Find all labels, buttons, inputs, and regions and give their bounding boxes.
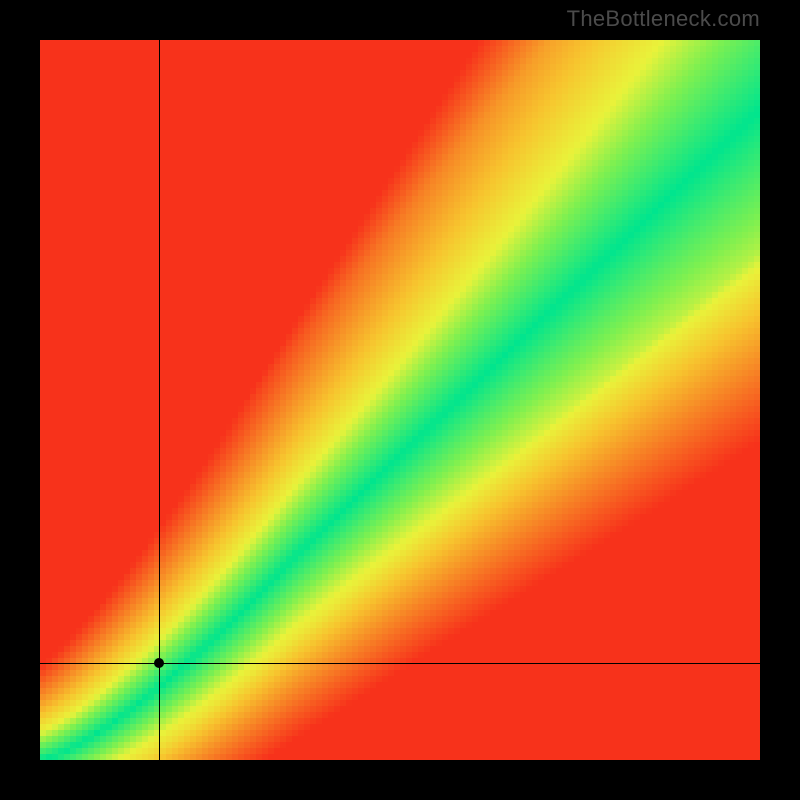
marker-crosshair-vertical <box>159 40 160 760</box>
marker-dot <box>154 658 164 668</box>
watermark-text: TheBottleneck.com <box>567 6 760 32</box>
heatmap-canvas <box>40 40 760 760</box>
heatmap-plot <box>40 40 760 760</box>
marker-crosshair-horizontal <box>40 663 760 664</box>
